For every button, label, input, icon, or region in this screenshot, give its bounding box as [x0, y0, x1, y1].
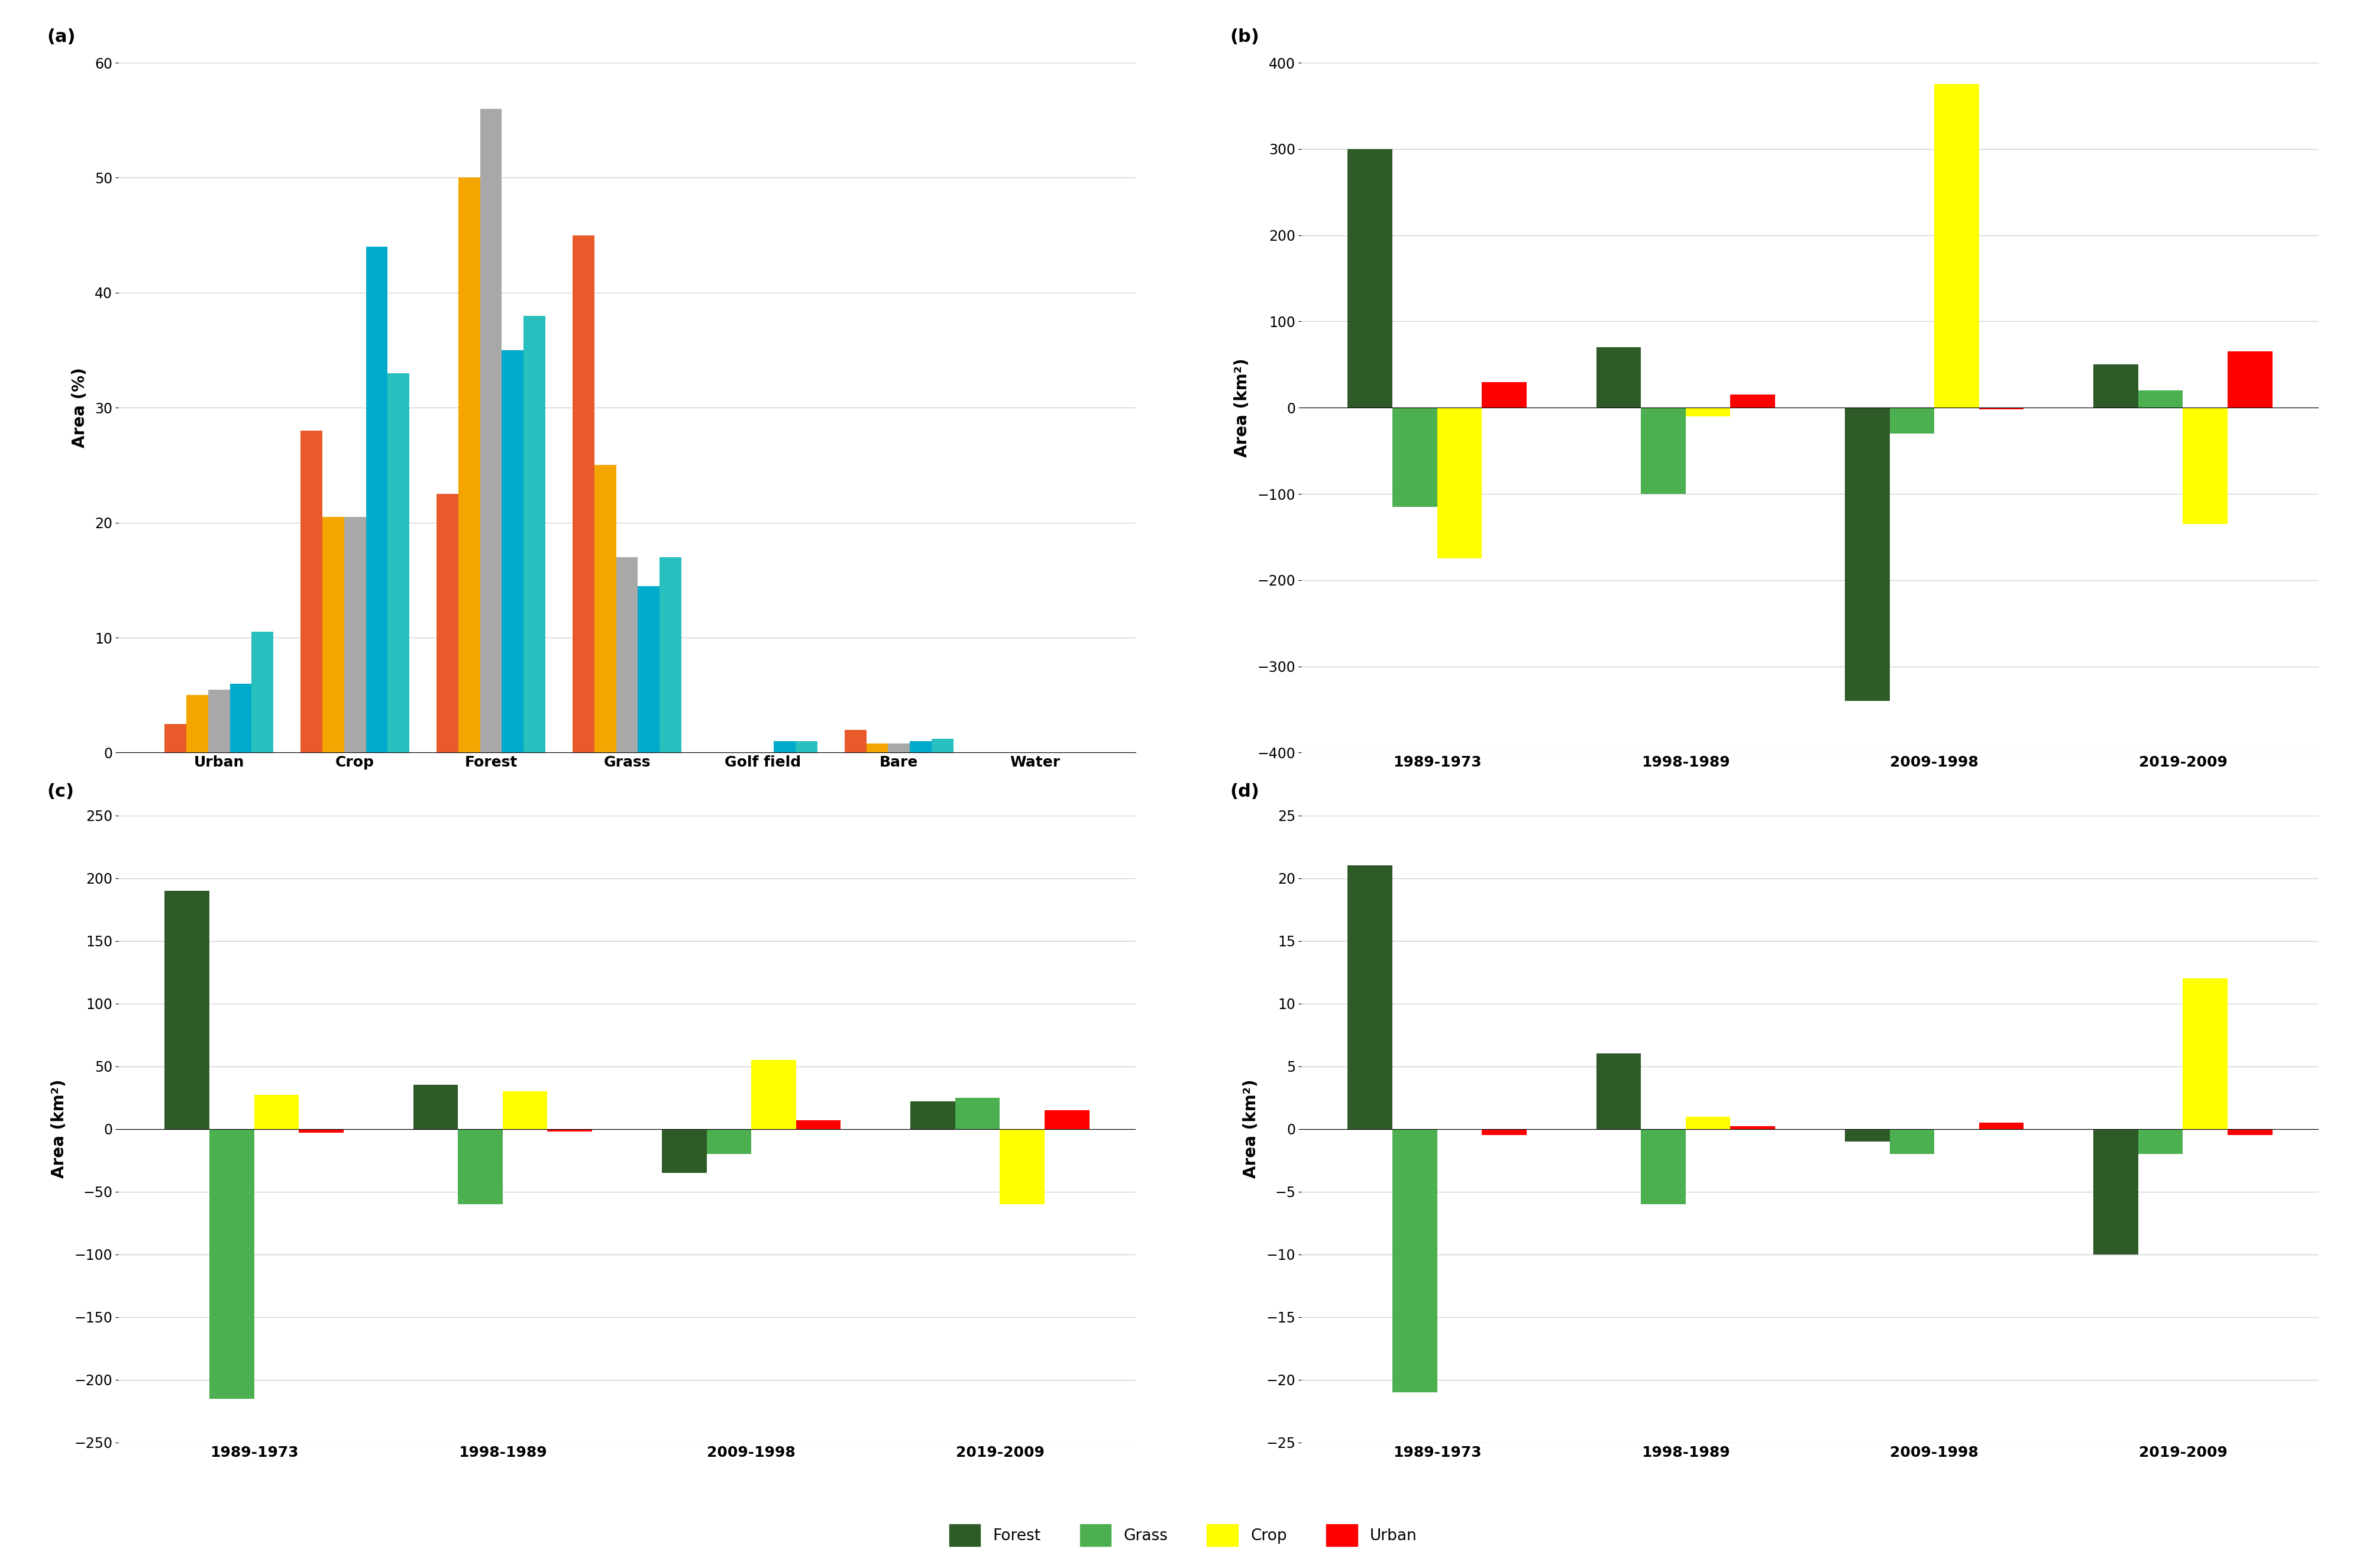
Y-axis label: Area (km²): Area (km²) [1235, 358, 1252, 458]
Bar [322, 517, 343, 753]
Bar [480, 108, 502, 753]
Bar [523, 315, 547, 753]
Bar [1001, 1129, 1046, 1204]
Bar [795, 1120, 840, 1129]
Bar [639, 586, 660, 753]
Bar [2229, 1129, 2271, 1135]
Bar [2094, 365, 2139, 408]
Bar [1890, 1129, 1935, 1154]
Bar [459, 1129, 502, 1204]
Bar [1935, 85, 1978, 408]
Bar [414, 1085, 459, 1129]
Bar [438, 494, 459, 753]
Bar [1046, 1110, 1088, 1129]
Bar [388, 373, 409, 753]
Bar [459, 177, 480, 753]
Bar [2184, 408, 2229, 524]
Text: (c): (c) [47, 782, 73, 800]
Bar [1391, 408, 1436, 506]
Bar [230, 684, 251, 753]
Bar [1391, 1129, 1436, 1392]
Bar [1845, 408, 1890, 701]
Y-axis label: Area (%): Area (%) [71, 367, 88, 448]
Bar [845, 729, 866, 753]
Bar [911, 742, 932, 753]
Bar [298, 1129, 343, 1132]
Bar [367, 246, 388, 753]
Bar [1642, 408, 1685, 494]
Bar [1685, 1116, 1730, 1129]
Bar [1597, 348, 1642, 408]
Bar [166, 724, 187, 753]
Bar [615, 557, 639, 753]
Bar [187, 695, 208, 753]
Bar [752, 1060, 795, 1129]
Bar [2139, 390, 2184, 408]
Bar [707, 1129, 752, 1154]
Bar [208, 1129, 253, 1399]
Bar [1730, 1126, 1774, 1129]
Bar [956, 1098, 1001, 1129]
Bar [932, 739, 953, 753]
Text: (a): (a) [47, 28, 76, 45]
Bar [1597, 1054, 1642, 1129]
Y-axis label: Area (km²): Area (km²) [1242, 1079, 1259, 1179]
Bar [547, 1129, 592, 1132]
Bar [573, 235, 594, 753]
Bar [1436, 408, 1481, 558]
Bar [662, 1129, 707, 1173]
Bar [1349, 149, 1391, 408]
Bar [1349, 866, 1391, 1129]
Bar [1845, 1129, 1890, 1142]
Bar [2139, 1129, 2184, 1154]
Bar [166, 891, 208, 1129]
Bar [594, 466, 615, 753]
Bar [300, 431, 322, 753]
Bar [2184, 978, 2229, 1129]
Legend: Forest, Grass, Crop, Urban: Forest, Grass, Crop, Urban [942, 1518, 1424, 1552]
Bar [251, 632, 274, 753]
Bar [1978, 1123, 2023, 1129]
Text: (d): (d) [1230, 782, 1259, 800]
Bar [1890, 408, 1935, 434]
Bar [660, 557, 681, 753]
Bar [2229, 351, 2271, 408]
Bar [208, 690, 230, 753]
Bar [253, 1094, 298, 1129]
Bar [2094, 1129, 2139, 1254]
Y-axis label: Area (km²): Area (km²) [52, 1079, 69, 1179]
Bar [774, 742, 795, 753]
Bar [502, 1091, 547, 1129]
Bar [887, 743, 911, 753]
Bar [1481, 381, 1526, 408]
Bar [502, 350, 523, 753]
Bar [911, 1101, 956, 1129]
Legend: 1973, 1989, 1998, 2009, 2019: 1973, 1989, 1998, 2009, 2019 [419, 842, 835, 870]
Bar [866, 743, 887, 753]
Bar [1685, 408, 1730, 417]
Bar [1730, 395, 1774, 408]
Bar [343, 517, 367, 753]
Bar [1642, 1129, 1685, 1204]
Text: (b): (b) [1230, 28, 1259, 45]
Bar [795, 742, 816, 753]
Bar [1978, 408, 2023, 409]
Bar [1481, 1129, 1526, 1135]
